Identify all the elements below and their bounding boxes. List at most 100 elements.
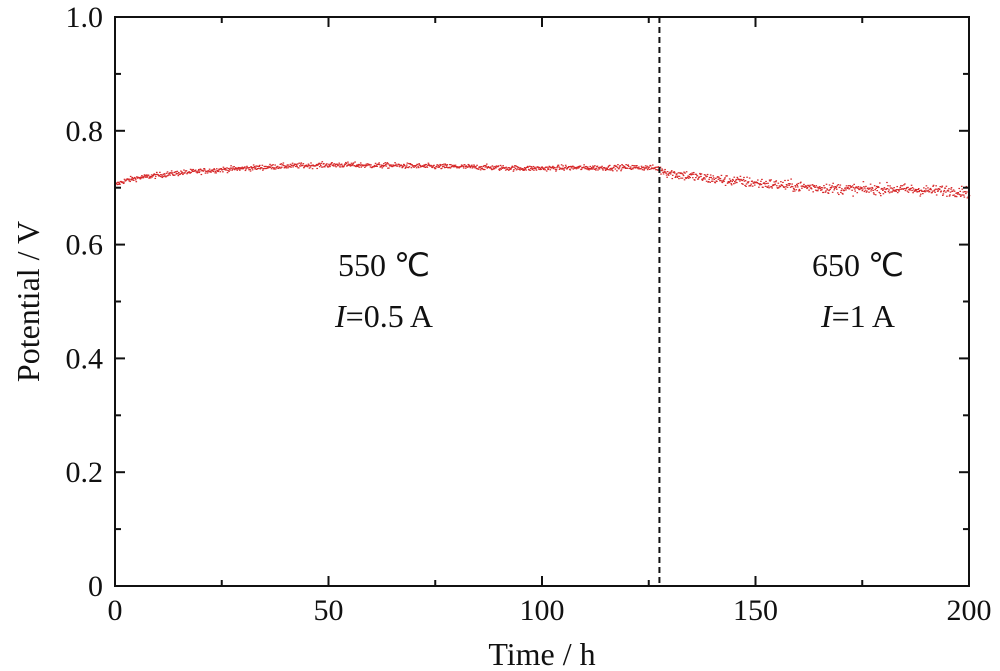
- data-point: [625, 164, 627, 166]
- data-point: [856, 187, 859, 189]
- data-point: [484, 166, 487, 168]
- data-point: [662, 171, 664, 173]
- data-point: [339, 164, 342, 166]
- data-point: [245, 168, 247, 170]
- data-point: [779, 186, 782, 188]
- data-point: [430, 165, 433, 167]
- data-point: [471, 167, 474, 169]
- data-point: [695, 177, 697, 179]
- annotation-temperature: 650 ℃: [812, 247, 904, 283]
- data-point: [490, 166, 492, 168]
- data-point: [750, 183, 752, 185]
- data-point: [650, 168, 653, 170]
- data-point: [671, 174, 674, 176]
- data-point: [497, 165, 499, 168]
- data-point: [124, 180, 127, 182]
- data-point: [353, 165, 356, 167]
- data-point: [577, 167, 579, 169]
- data-point: [777, 187, 779, 189]
- data-point: [513, 169, 515, 171]
- data-point: [896, 185, 899, 188]
- data-point: [915, 189, 918, 191]
- data-point: [701, 178, 703, 180]
- data-point: [916, 191, 919, 193]
- data-point: [588, 167, 591, 170]
- data-point: [196, 171, 199, 173]
- data-point: [300, 162, 303, 164]
- data-point: [818, 187, 821, 189]
- data-point: [302, 164, 304, 166]
- data-point: [594, 165, 596, 167]
- data-point: [272, 168, 275, 170]
- data-point: [140, 177, 143, 179]
- data-point: [712, 177, 715, 179]
- data-point: [676, 176, 679, 178]
- data-point: [446, 164, 449, 166]
- data-point: [320, 166, 323, 168]
- data-point: [892, 190, 894, 192]
- data-point: [835, 188, 838, 190]
- data-point: [182, 173, 184, 176]
- data-point: [517, 166, 520, 168]
- data-point: [733, 176, 736, 178]
- data-point: [841, 188, 843, 190]
- data-point: [940, 190, 943, 192]
- data-point: [180, 172, 183, 174]
- data-point: [738, 178, 741, 181]
- data-point: [656, 169, 658, 171]
- data-point: [751, 180, 753, 182]
- data-point: [515, 169, 518, 171]
- data-point: [762, 186, 764, 188]
- data-point: [664, 168, 666, 171]
- data-point: [719, 180, 721, 182]
- data-point: [297, 167, 300, 169]
- data-point: [863, 186, 865, 188]
- data-point: [374, 165, 376, 167]
- data-point: [861, 186, 863, 189]
- data-point: [964, 191, 967, 193]
- data-point: [585, 168, 588, 170]
- data-point: [270, 168, 273, 170]
- data-point: [350, 162, 353, 164]
- data-point: [943, 189, 946, 192]
- data-point: [516, 168, 519, 170]
- data-point: [389, 165, 392, 167]
- data-point: [271, 164, 273, 166]
- data-point: [616, 166, 619, 168]
- data-point: [591, 168, 594, 170]
- data-point: [959, 190, 962, 192]
- data-point: [729, 181, 731, 183]
- data-point: [646, 169, 649, 171]
- data-point: [408, 162, 410, 165]
- data-point: [268, 165, 270, 167]
- data-point: [434, 167, 437, 170]
- data-point: [739, 175, 742, 177]
- data-point: [803, 183, 805, 185]
- data-point: [757, 182, 760, 185]
- data-point: [910, 184, 913, 186]
- data-point: [955, 196, 958, 198]
- data-point: [233, 169, 236, 171]
- data-point: [911, 189, 913, 192]
- data-point: [791, 186, 794, 188]
- data-point: [684, 177, 687, 179]
- data-point: [526, 166, 529, 168]
- data-point: [398, 164, 400, 166]
- data-point: [798, 190, 800, 192]
- data-point: [333, 163, 336, 165]
- data-point: [385, 165, 388, 167]
- data-point: [415, 167, 418, 169]
- data-point: [296, 166, 298, 168]
- data-point: [741, 179, 744, 182]
- data-point: [176, 170, 179, 172]
- data-point: [790, 178, 792, 180]
- data-point: [834, 186, 837, 188]
- data-point: [812, 185, 815, 187]
- data-point: [733, 180, 736, 183]
- data-point: [239, 169, 241, 171]
- data-point: [245, 167, 248, 169]
- data-point: [323, 162, 325, 165]
- data-point: [621, 167, 624, 169]
- data-point: [454, 165, 456, 168]
- data-point: [852, 187, 855, 189]
